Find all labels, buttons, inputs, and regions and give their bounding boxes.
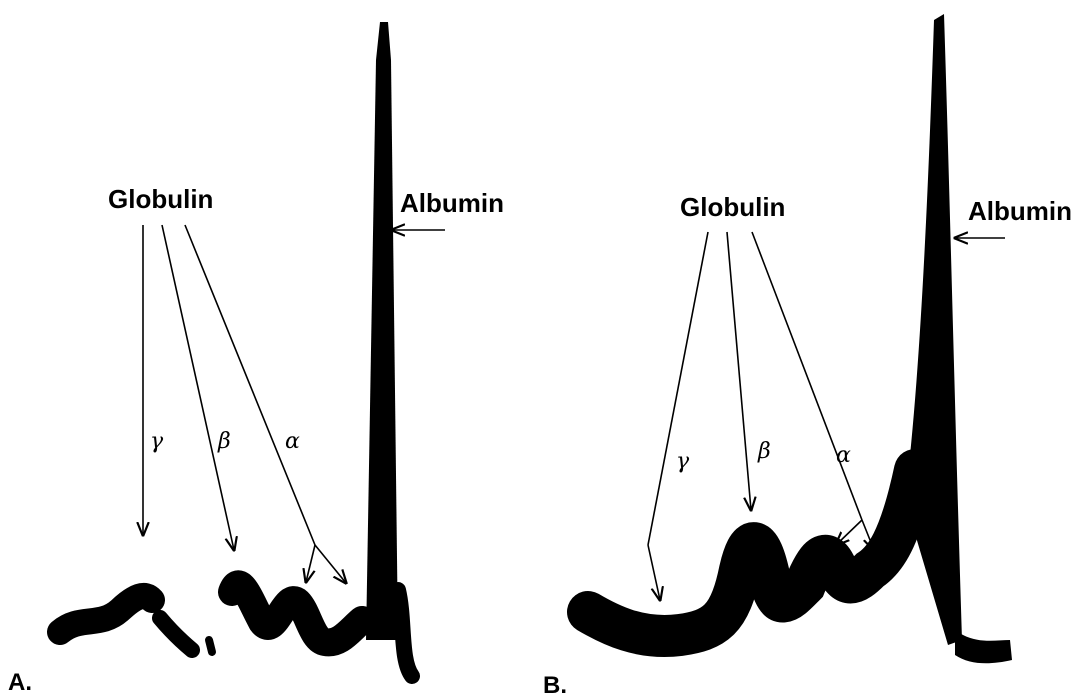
globulin-label: Globulin bbox=[108, 184, 213, 214]
panel-label: B. bbox=[543, 672, 567, 697]
gamma-label: γ bbox=[676, 449, 690, 474]
albumin-label: Albumin bbox=[968, 196, 1072, 226]
panel-b: Globulin Albumin γ β α B. bbox=[543, 14, 1072, 697]
alpha-label: α bbox=[836, 443, 851, 468]
figure: Globulin Albumin γ β α A. Globulin Album… bbox=[0, 0, 1080, 697]
arrows bbox=[143, 225, 445, 583]
albumin-label: Albumin bbox=[400, 188, 504, 218]
panel-a: Globulin Albumin γ β α A. bbox=[8, 22, 504, 696]
beta-label: β bbox=[757, 439, 771, 464]
panel-label: A. bbox=[8, 669, 32, 696]
beta-label: β bbox=[217, 429, 231, 454]
trace bbox=[588, 14, 1012, 663]
gamma-label: γ bbox=[150, 429, 164, 454]
alpha-label: α bbox=[285, 429, 300, 454]
globulin-label: Globulin bbox=[680, 192, 785, 222]
